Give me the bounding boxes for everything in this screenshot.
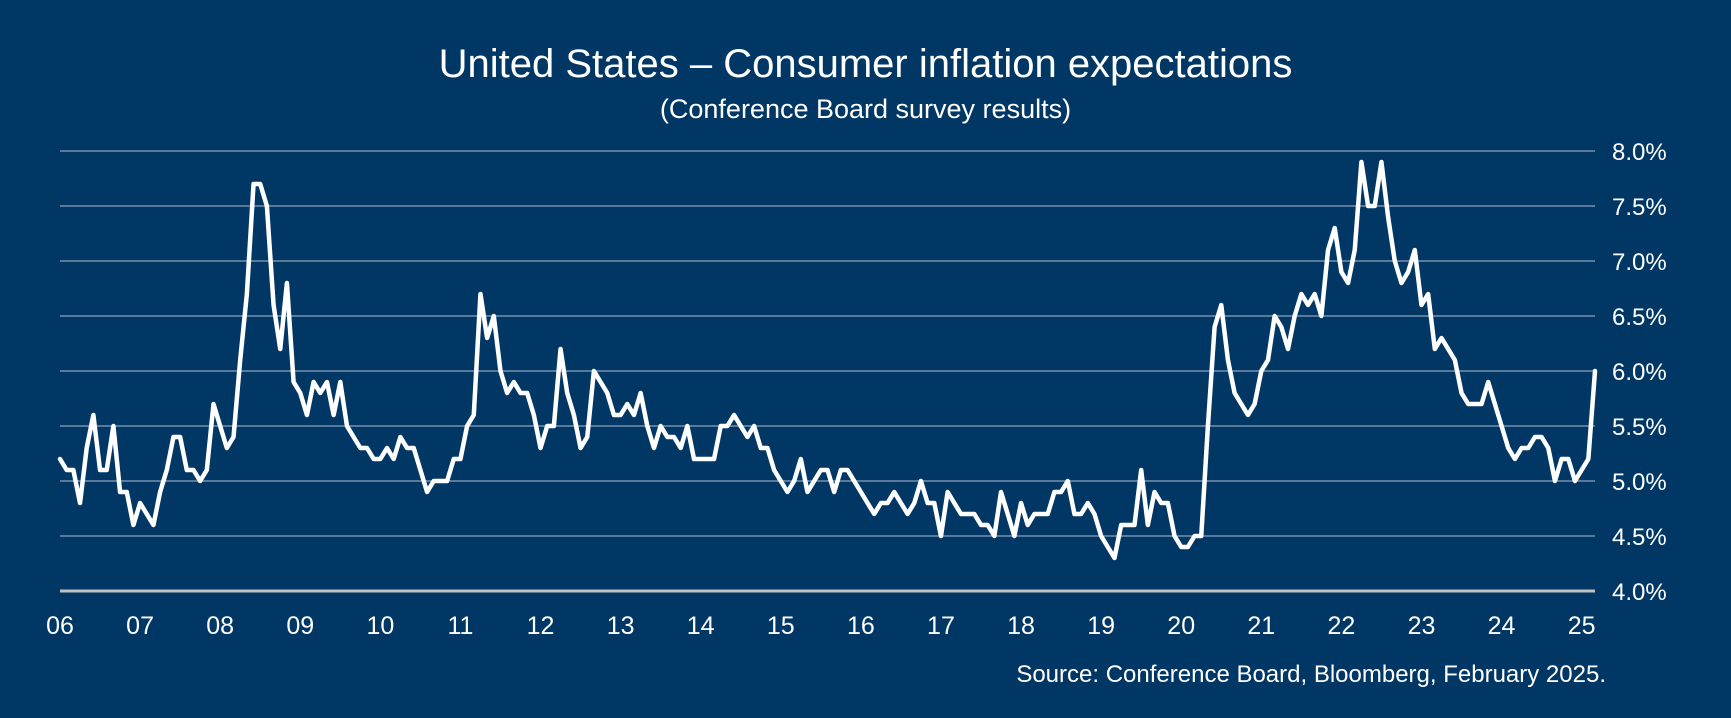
y-axis-tick-labels: 4.0% 4.5% 5.0% 5.5% 6.0% 6.5% 7.0% 7.5% 8.0% xyxy=(1612,139,1667,606)
y-tick-label: 7.5% xyxy=(1612,194,1667,221)
x-tick-label: 18 xyxy=(1007,612,1035,640)
x-tick-label: 12 xyxy=(527,612,555,640)
y-tick-label: 5.0% xyxy=(1612,469,1667,496)
x-tick-label: 15 xyxy=(767,612,795,640)
x-tick-label: 24 xyxy=(1488,612,1516,640)
y-tick-label: 5.5% xyxy=(1612,414,1667,441)
x-tick-label: 09 xyxy=(286,612,314,640)
x-tick-label: 17 xyxy=(927,612,955,640)
y-tick-label: 4.5% xyxy=(1612,524,1667,551)
chart-subtitle: (Conference Board survey results) xyxy=(659,94,1072,124)
x-axis-tick-labels: 06 07 08 09 10 11 12 13 14 15 16 17 18 19 20 21 22 23 24 25 xyxy=(46,612,1595,640)
gridlines xyxy=(60,150,1595,537)
x-tick-label: 11 xyxy=(447,612,473,640)
series-group xyxy=(57,159,1598,561)
x-tick-label: 21 xyxy=(1247,612,1275,640)
y-tick-label: 7.0% xyxy=(1612,249,1667,276)
x-tick-label: 23 xyxy=(1408,612,1436,640)
source-note: Source: Conference Board, Bloomberg, Feb… xyxy=(1016,661,1606,688)
x-tick-label: 13 xyxy=(607,612,635,640)
y-tick-label: 6.5% xyxy=(1612,304,1667,331)
series-line-inflation-expectations xyxy=(57,159,1598,561)
x-tick-label: 07 xyxy=(126,612,154,640)
y-tick-label: 4.0% xyxy=(1612,579,1667,606)
x-tick-label: 25 xyxy=(1568,612,1596,640)
x-tick-label: 06 xyxy=(46,612,74,640)
x-tick-label: 10 xyxy=(366,612,394,640)
x-tick-label: 20 xyxy=(1167,612,1195,640)
y-tick-label: 8.0% xyxy=(1612,139,1667,166)
x-tick-label: 14 xyxy=(687,612,715,640)
y-tick-label: 6.0% xyxy=(1612,359,1667,386)
chart-title: United States – Consumer inflation expec… xyxy=(438,42,1293,86)
x-tick-label: 08 xyxy=(206,612,234,640)
x-tick-label: 16 xyxy=(847,612,875,640)
x-tick-label: 22 xyxy=(1327,612,1355,640)
x-tick-label: 19 xyxy=(1087,612,1115,640)
